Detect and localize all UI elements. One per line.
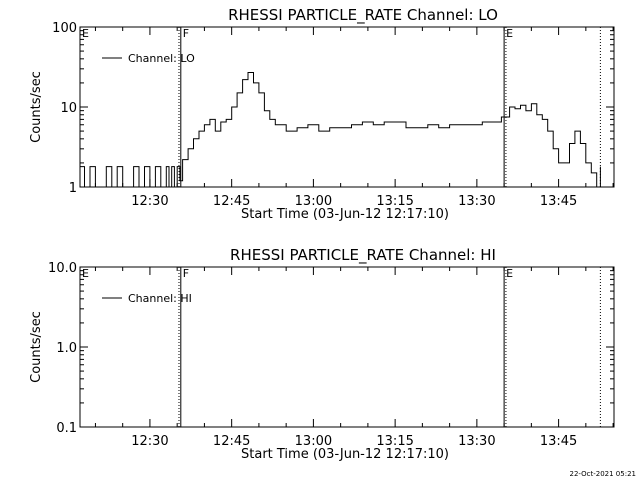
y-tick-label: 1.0 bbox=[56, 341, 77, 356]
marker-label: E bbox=[82, 27, 89, 40]
x-tick-label: 13:45 bbox=[540, 434, 577, 449]
plot-frame bbox=[79, 26, 615, 188]
y-tick-label: 10 bbox=[60, 101, 77, 116]
panel-lo: RHESSI PARTICLE_RATE Channel: LO Start Ti… bbox=[29, 6, 615, 222]
x-tick-label: 12:45 bbox=[213, 434, 250, 449]
marker-label: E bbox=[506, 27, 513, 40]
legend-label: Channel: LO bbox=[128, 52, 195, 65]
y-tick-label: 1 bbox=[69, 181, 77, 196]
y-tick-label: 10.0 bbox=[48, 261, 77, 276]
marker-label: E bbox=[82, 267, 89, 280]
x-tick-label: 12:30 bbox=[131, 194, 168, 209]
x-axis-label: Start Time (03-Jun-12 12:17:10) bbox=[241, 447, 449, 462]
x-tick-label: 13:15 bbox=[376, 434, 413, 449]
x-axis-label: Start Time (03-Jun-12 12:17:10) bbox=[241, 207, 449, 222]
footer-timestamp: 22-Oct-2021 05:21 bbox=[570, 470, 636, 478]
marker-label: F bbox=[183, 27, 189, 40]
x-tick-label: 13:00 bbox=[295, 434, 332, 449]
y-tick-label: 100 bbox=[52, 21, 77, 36]
chart-title: RHESSI PARTICLE_RATE Channel: HI bbox=[230, 246, 496, 265]
x-tick-label: 13:15 bbox=[376, 194, 413, 209]
y-tick-label: 0.1 bbox=[56, 421, 77, 436]
plot-frame bbox=[79, 266, 615, 428]
chart-title: RHESSI PARTICLE_RATE Channel: LO bbox=[228, 6, 498, 25]
panel-hi: RHESSI PARTICLE_RATE Channel: HI Start Ti… bbox=[29, 246, 615, 462]
series-line bbox=[80, 72, 601, 188]
marker-label: E bbox=[506, 267, 513, 280]
x-tick-label: 12:45 bbox=[213, 194, 250, 209]
x-tick-label: 13:30 bbox=[458, 434, 495, 449]
marker-label: F bbox=[183, 267, 189, 280]
y-axis-label: Counts/sec bbox=[29, 71, 44, 143]
x-tick-label: 12:30 bbox=[131, 434, 168, 449]
x-tick-label: 13:30 bbox=[458, 194, 495, 209]
x-tick-label: 13:45 bbox=[540, 194, 577, 209]
legend-label: Channel: HI bbox=[128, 292, 192, 305]
x-tick-label: 13:00 bbox=[295, 194, 332, 209]
y-axis-label: Counts/sec bbox=[29, 311, 44, 383]
